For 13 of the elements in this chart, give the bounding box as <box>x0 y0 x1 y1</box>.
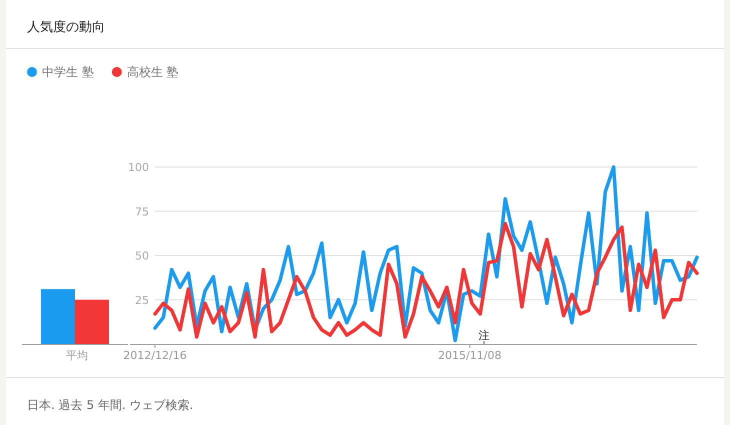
legend-label: 中学生 塾 <box>42 65 94 79</box>
x-tick-label: 平均 <box>66 349 88 362</box>
line-series <box>153 222 699 339</box>
annotation: 注 <box>478 329 490 342</box>
x-tick-label: 2012/12/16 <box>123 349 187 362</box>
chart-title: 人気度の動向 <box>27 19 105 35</box>
y-tick-label: 100 <box>128 161 149 174</box>
y-tick-label: 50 <box>135 250 149 262</box>
x-tick-label: 2015/11/08 <box>438 349 502 362</box>
text: 日本. 過去 5 年間. ウェブ検索. <box>27 398 194 412</box>
legend-label: 高校生 塾 <box>126 65 179 79</box>
y-tick-label: 25 <box>135 294 149 307</box>
y-tick-label: 75 <box>135 205 149 218</box>
